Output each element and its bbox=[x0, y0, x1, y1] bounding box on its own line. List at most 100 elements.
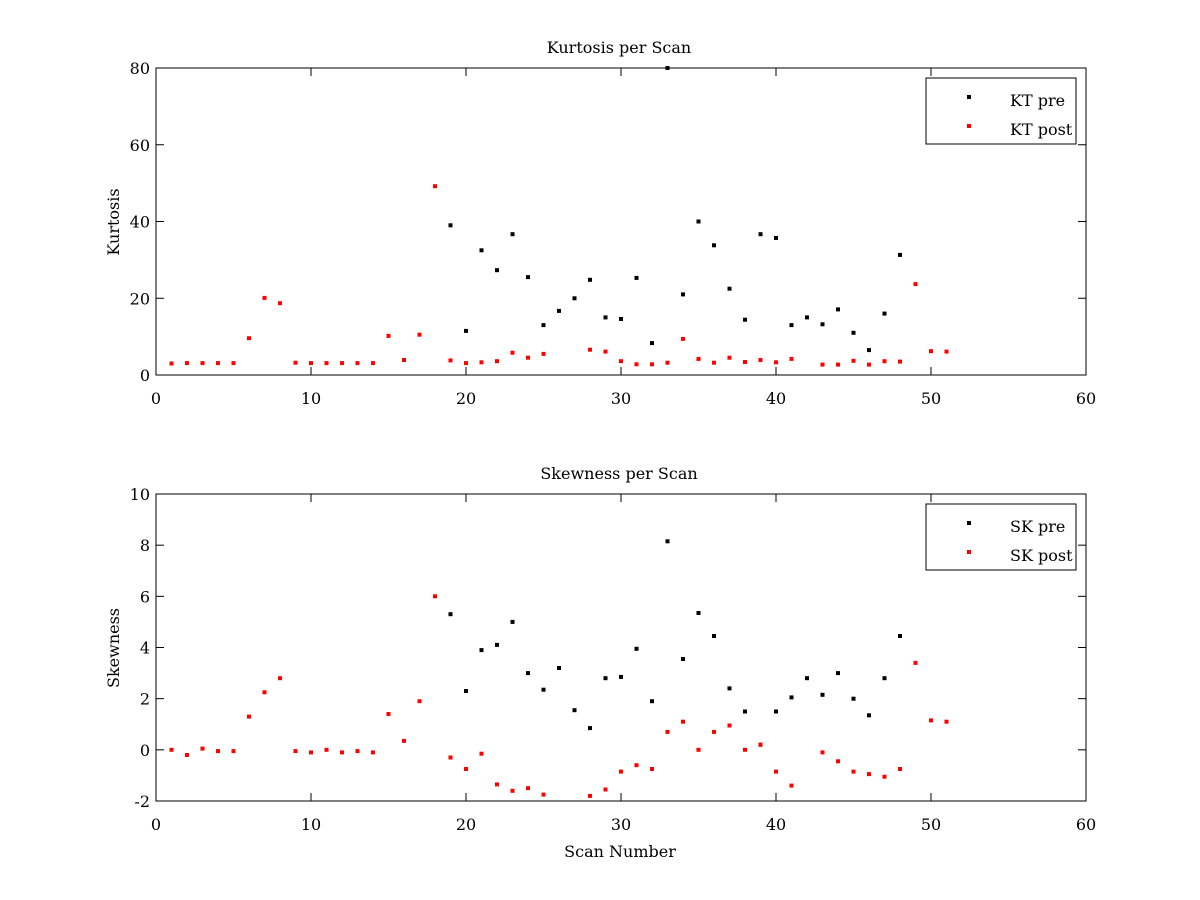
skewness-point-pre bbox=[867, 713, 871, 718]
skewness-point-pre bbox=[588, 726, 592, 731]
kurtosis-point-post bbox=[712, 360, 716, 365]
kurtosis-point-pre bbox=[619, 317, 623, 321]
kurtosis-point-post bbox=[309, 361, 313, 366]
skewness-point-post bbox=[619, 769, 623, 774]
skewness-point-post bbox=[867, 772, 871, 777]
skewness-point-pre bbox=[448, 612, 453, 617]
skewness-plot: Skewness per Scan Skewness Scan Number 0… bbox=[104, 464, 1096, 861]
kurtosis-point-pre bbox=[727, 286, 732, 291]
skewness-point-pre bbox=[743, 709, 747, 714]
kurtosis-point-post bbox=[495, 359, 499, 364]
skewness-legend-label-pre: SK pre bbox=[1010, 517, 1065, 536]
kurtosis-point-post bbox=[758, 358, 763, 362]
kurtosis-point-post bbox=[216, 361, 220, 366]
skewness-point-post bbox=[696, 747, 701, 752]
kurtosis-point-post bbox=[185, 361, 189, 366]
skewness-legend: SK pre SK post bbox=[925, 503, 1077, 571]
kurtosis-y-axis-label: Kurtosis bbox=[104, 188, 123, 255]
skewness-y-tick-label: 4 bbox=[140, 639, 150, 658]
skewness-point-pre bbox=[696, 611, 701, 615]
skewness-point-post bbox=[324, 747, 329, 752]
skewness-point-pre bbox=[464, 689, 468, 693]
kurtosis-x-tick-label: 20 bbox=[456, 389, 476, 408]
kurtosis-y-tick-label: 40 bbox=[130, 213, 150, 232]
skewness-point-post bbox=[169, 747, 174, 752]
skewness-point-post bbox=[712, 729, 716, 734]
kurtosis-y-tick-label: 20 bbox=[130, 289, 150, 308]
kurtosis-point-post bbox=[541, 351, 546, 356]
skewness-y-axis-label: Skewness bbox=[104, 608, 123, 688]
kurtosis-point-pre bbox=[603, 315, 608, 320]
kurtosis-point-post bbox=[262, 295, 267, 300]
kurtosis-point-post bbox=[433, 184, 437, 189]
kurtosis-point-post bbox=[340, 361, 344, 366]
kurtosis-x-tick-label: 0 bbox=[151, 389, 161, 408]
skewness-point-post bbox=[541, 792, 546, 797]
kurtosis-point-pre bbox=[820, 322, 825, 327]
kurtosis-point-post bbox=[898, 359, 902, 364]
kurtosis-point-post bbox=[619, 359, 623, 364]
skewness-point-pre bbox=[836, 671, 840, 676]
kurtosis-point-post bbox=[665, 360, 670, 365]
kurtosis-point-pre bbox=[634, 275, 639, 280]
skewness-point-post bbox=[650, 767, 654, 771]
skewness-legend-box bbox=[925, 503, 1077, 571]
kurtosis-point-post bbox=[836, 362, 840, 367]
kurtosis-point-post bbox=[634, 362, 639, 367]
skewness-legend-marker-pre bbox=[967, 521, 971, 525]
kurtosis-point-post bbox=[324, 361, 329, 366]
kurtosis-point-post bbox=[200, 361, 205, 366]
skewness-y-tick-label: 8 bbox=[140, 536, 150, 555]
skewness-point-post bbox=[526, 786, 530, 791]
skewness-point-post bbox=[727, 723, 732, 728]
skewness-point-post bbox=[820, 750, 825, 755]
kurtosis-point-pre bbox=[774, 236, 778, 240]
kurtosis-y-tick-label: 0 bbox=[140, 366, 150, 385]
kurtosis-point-post bbox=[743, 360, 747, 364]
kurtosis-x-tick-label: 60 bbox=[1076, 389, 1096, 408]
kurtosis-plot: Kurtosis per Scan Kurtosis 0 10 20 30 40 50 60… bbox=[104, 38, 1096, 408]
skewness-point-post bbox=[774, 769, 778, 774]
kurtosis-point-post bbox=[913, 282, 918, 287]
skewness-point-post bbox=[278, 676, 282, 681]
skewness-x-tick-label: 40 bbox=[766, 815, 786, 834]
kurtosis-point-pre bbox=[805, 315, 809, 320]
kurtosis-point-pre bbox=[789, 323, 794, 328]
skewness-point-post bbox=[603, 787, 608, 792]
kurtosis-point-post bbox=[247, 336, 251, 341]
kurtosis-point-pre bbox=[882, 311, 887, 316]
skewness-x-tick-label: 10 bbox=[301, 815, 321, 834]
skewness-point-post bbox=[448, 755, 453, 760]
kurtosis-point-pre bbox=[696, 219, 701, 224]
kurtosis-x-tick-label: 10 bbox=[301, 389, 321, 408]
skewness-point-post bbox=[293, 749, 298, 754]
kurtosis-point-post bbox=[231, 361, 236, 366]
kurtosis-point-pre bbox=[557, 308, 561, 313]
kurtosis-point-pre bbox=[495, 268, 499, 273]
skewness-point-pre bbox=[805, 676, 809, 681]
skewness-point-post bbox=[262, 690, 267, 695]
kurtosis-point-post bbox=[169, 361, 174, 366]
kurtosis-point-post bbox=[479, 360, 484, 365]
kurtosis-point-post bbox=[820, 362, 825, 367]
kurtosis-legend-label-pre: KT pre bbox=[1010, 91, 1065, 110]
kurtosis-point-pre bbox=[526, 275, 530, 280]
kurtosis-point-pre bbox=[712, 243, 716, 248]
skewness-point-pre bbox=[526, 671, 530, 676]
skewness-point-post bbox=[402, 738, 406, 743]
skewness-x-tick-label: 30 bbox=[611, 815, 631, 834]
skewness-x-tick-label: 0 bbox=[151, 815, 161, 834]
skewness-legend-marker-post bbox=[967, 550, 971, 554]
skewness-x-tick-label: 60 bbox=[1076, 815, 1096, 834]
skewness-point-post bbox=[665, 729, 670, 734]
kurtosis-y-tick-label: 60 bbox=[130, 136, 150, 155]
kurtosis-point-post bbox=[510, 350, 515, 355]
skewness-point-post bbox=[386, 712, 391, 716]
kurtosis-point-pre bbox=[681, 292, 685, 297]
skewness-point-post bbox=[309, 750, 313, 755]
kurtosis-legend-label-post: KT post bbox=[1010, 120, 1073, 139]
kurtosis-point-post bbox=[526, 355, 530, 360]
skewness-point-pre bbox=[603, 676, 608, 681]
